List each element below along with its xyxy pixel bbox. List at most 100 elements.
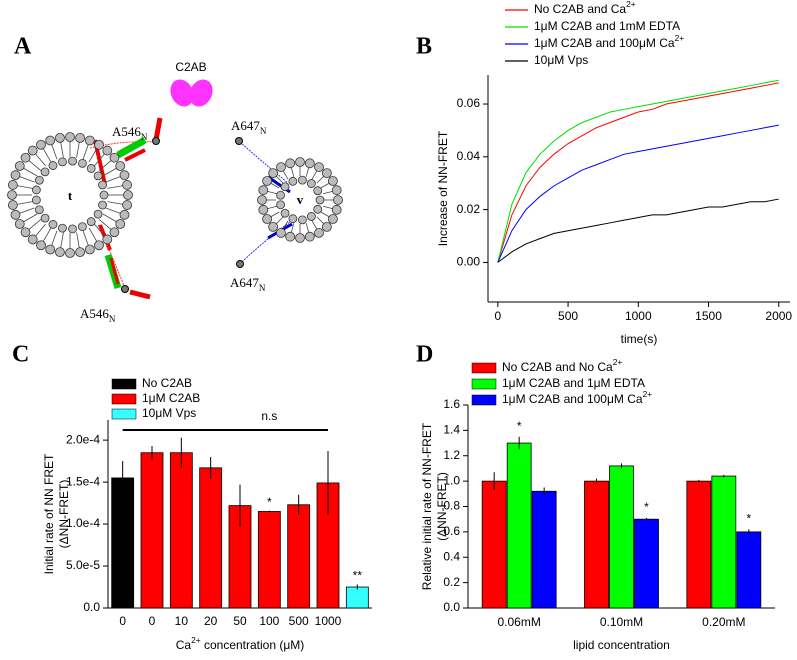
dye-sub: N xyxy=(141,132,148,142)
bar xyxy=(111,477,135,609)
y-tick-label: 0.4 xyxy=(443,549,460,563)
y-tick-label: 2.0e-4 xyxy=(66,432,100,446)
lipid-head xyxy=(68,224,77,234)
lipid-tail xyxy=(98,219,112,231)
x-tick-label: 2000 xyxy=(765,309,792,323)
panel-label: B xyxy=(416,34,432,60)
annotation: * xyxy=(746,512,751,526)
protein-label: C2AB xyxy=(175,60,206,74)
y-axis-label: (ΔNN-FRET) xyxy=(435,472,449,541)
bar xyxy=(506,442,532,609)
bar xyxy=(169,452,193,609)
lipid-head xyxy=(258,204,269,215)
dye-name: A647 xyxy=(231,118,260,133)
lipid-head xyxy=(268,168,279,179)
lipid-tail xyxy=(102,167,117,177)
lipid-head xyxy=(306,179,316,188)
y-tick-label: 0.0 xyxy=(83,600,100,614)
lipid-head xyxy=(314,228,324,238)
lipid-head xyxy=(84,135,95,146)
lipid-head xyxy=(298,215,307,225)
panel-label: A xyxy=(14,34,32,60)
bar xyxy=(609,465,634,609)
lipid-head xyxy=(86,164,96,173)
bar xyxy=(711,475,737,609)
lipid-tail xyxy=(16,201,33,205)
lipid-head xyxy=(115,219,126,229)
lipid-tail xyxy=(51,144,58,160)
y-tick-label: 0.02 xyxy=(457,202,481,216)
dye-label: A647N xyxy=(231,118,267,136)
lipid-head xyxy=(20,152,31,163)
lipid-tail xyxy=(107,201,124,205)
x-tick-label: 100 xyxy=(259,614,279,628)
legend-label: 1μM C2AB and 100μM Ca2+ xyxy=(534,33,684,50)
lipid-tail xyxy=(311,220,318,230)
lipid-head xyxy=(313,204,323,214)
lipid-tail xyxy=(270,182,280,189)
lipid-head xyxy=(31,185,41,195)
legend-swatch xyxy=(111,393,137,405)
x-tick-label: 0 xyxy=(494,309,501,323)
x-tick-label: 10 xyxy=(175,614,189,628)
dye xyxy=(121,285,129,293)
lipid-head xyxy=(10,170,21,181)
lipid-head xyxy=(109,227,120,238)
y-axis-label: Increase of NN-FRET xyxy=(436,130,450,246)
lipid-head xyxy=(78,158,87,168)
lipid-tail xyxy=(88,148,98,163)
lipid-head xyxy=(34,175,44,185)
bar xyxy=(287,504,311,609)
lipid-head xyxy=(94,240,104,251)
lipid-head xyxy=(276,190,285,200)
lipid-tail xyxy=(316,175,325,184)
lipid-head xyxy=(262,214,272,224)
lipid-head xyxy=(58,157,67,167)
lipid-head xyxy=(10,209,21,220)
lipid-head xyxy=(27,234,38,245)
lipid-tail xyxy=(282,170,289,180)
lipid-tail xyxy=(94,153,106,167)
lipid-head xyxy=(98,180,107,190)
lipid-tail xyxy=(323,205,333,210)
lipid-head xyxy=(75,132,85,143)
bar xyxy=(584,480,609,609)
snare xyxy=(129,289,151,300)
x-tick-label: 0.06mM xyxy=(497,615,540,629)
x-tick-label: 1500 xyxy=(695,309,722,323)
x-axis-label: Ca2+ concentration (μM) xyxy=(176,635,305,652)
lipid-tail xyxy=(23,213,38,223)
dye-sub: N xyxy=(109,314,116,324)
lipid-head xyxy=(333,195,343,205)
lipid-head xyxy=(314,162,324,172)
vesicle-label: v xyxy=(297,192,304,207)
dye-name: A546 xyxy=(112,124,141,139)
bar xyxy=(140,452,164,609)
lipid-head xyxy=(331,185,342,196)
lipid-tail xyxy=(19,207,35,214)
legend-label: 10μM Vps xyxy=(142,406,196,420)
x-tick-label: 1000 xyxy=(625,309,652,323)
lipid-head xyxy=(119,170,130,181)
x-axis-label: lipid concentration xyxy=(573,638,670,652)
lipid-head xyxy=(288,176,298,186)
dye-label: A546N xyxy=(112,124,148,142)
lipid-tail xyxy=(34,153,46,167)
lipid-tail xyxy=(82,230,89,246)
y-tick-label: 0.8 xyxy=(443,499,460,513)
lipid-tail xyxy=(60,232,64,249)
lipid-tail xyxy=(28,219,42,231)
lipid-tail xyxy=(34,223,46,237)
lipid-tail xyxy=(102,213,117,223)
lipid-tail xyxy=(94,223,106,237)
lipid-tail xyxy=(42,227,52,242)
lipid-head xyxy=(48,161,58,170)
legend-swatch xyxy=(471,378,497,390)
lipid-head xyxy=(93,171,103,181)
c2ab-lobe xyxy=(170,79,194,107)
schematic xyxy=(89,79,293,300)
legend-swatch xyxy=(471,362,497,374)
lipid-head xyxy=(84,244,95,255)
lipid-tail xyxy=(320,211,330,218)
snare xyxy=(153,117,163,141)
